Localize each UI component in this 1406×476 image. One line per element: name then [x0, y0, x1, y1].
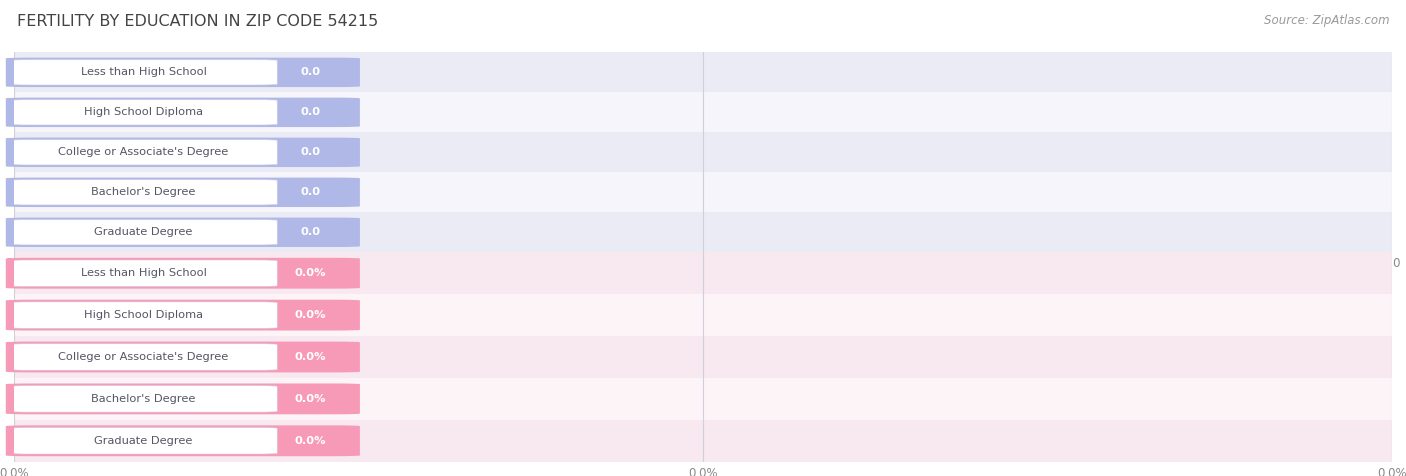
FancyBboxPatch shape	[10, 179, 277, 205]
Text: Source: ZipAtlas.com: Source: ZipAtlas.com	[1264, 14, 1389, 27]
Text: 0.0%: 0.0%	[294, 268, 326, 278]
Text: Bachelor's Degree: Bachelor's Degree	[91, 187, 195, 198]
Bar	[14, 294, 1392, 336]
FancyBboxPatch shape	[6, 58, 360, 87]
FancyBboxPatch shape	[10, 99, 277, 125]
Text: Graduate Degree: Graduate Degree	[94, 227, 193, 238]
Bar	[14, 92, 1392, 132]
Text: 0.0%: 0.0%	[294, 352, 326, 362]
Text: FERTILITY BY EDUCATION IN ZIP CODE 54215: FERTILITY BY EDUCATION IN ZIP CODE 54215	[17, 14, 378, 30]
Bar	[14, 336, 1392, 378]
FancyBboxPatch shape	[10, 219, 277, 245]
Bar	[14, 378, 1392, 420]
Text: 0.0: 0.0	[301, 107, 321, 118]
Bar	[14, 252, 1392, 294]
Bar	[14, 52, 1392, 92]
Text: Less than High School: Less than High School	[80, 268, 207, 278]
FancyBboxPatch shape	[10, 344, 277, 370]
Text: High School Diploma: High School Diploma	[84, 310, 202, 320]
FancyBboxPatch shape	[6, 98, 360, 127]
FancyBboxPatch shape	[6, 300, 360, 330]
Text: Graduate Degree: Graduate Degree	[94, 436, 193, 446]
Text: 0.0%: 0.0%	[294, 394, 326, 404]
Bar	[14, 132, 1392, 172]
FancyBboxPatch shape	[10, 302, 277, 328]
Text: College or Associate's Degree: College or Associate's Degree	[59, 352, 229, 362]
Text: 0.0: 0.0	[301, 227, 321, 238]
Text: 0.0%: 0.0%	[294, 436, 326, 446]
FancyBboxPatch shape	[10, 139, 277, 165]
FancyBboxPatch shape	[6, 384, 360, 414]
Bar	[14, 212, 1392, 252]
Text: 0.0: 0.0	[301, 187, 321, 198]
Text: Bachelor's Degree: Bachelor's Degree	[91, 394, 195, 404]
Bar	[14, 172, 1392, 212]
FancyBboxPatch shape	[6, 258, 360, 288]
FancyBboxPatch shape	[6, 218, 360, 247]
FancyBboxPatch shape	[6, 178, 360, 207]
FancyBboxPatch shape	[10, 386, 277, 412]
Bar	[14, 420, 1392, 462]
Text: 0.0: 0.0	[301, 67, 321, 78]
Text: High School Diploma: High School Diploma	[84, 107, 202, 118]
Text: 0.0%: 0.0%	[294, 310, 326, 320]
FancyBboxPatch shape	[10, 427, 277, 454]
FancyBboxPatch shape	[10, 60, 277, 85]
Text: Less than High School: Less than High School	[80, 67, 207, 78]
FancyBboxPatch shape	[6, 426, 360, 456]
Text: 0.0: 0.0	[301, 147, 321, 158]
FancyBboxPatch shape	[6, 342, 360, 372]
Text: College or Associate's Degree: College or Associate's Degree	[59, 147, 229, 158]
FancyBboxPatch shape	[10, 260, 277, 287]
FancyBboxPatch shape	[6, 138, 360, 167]
